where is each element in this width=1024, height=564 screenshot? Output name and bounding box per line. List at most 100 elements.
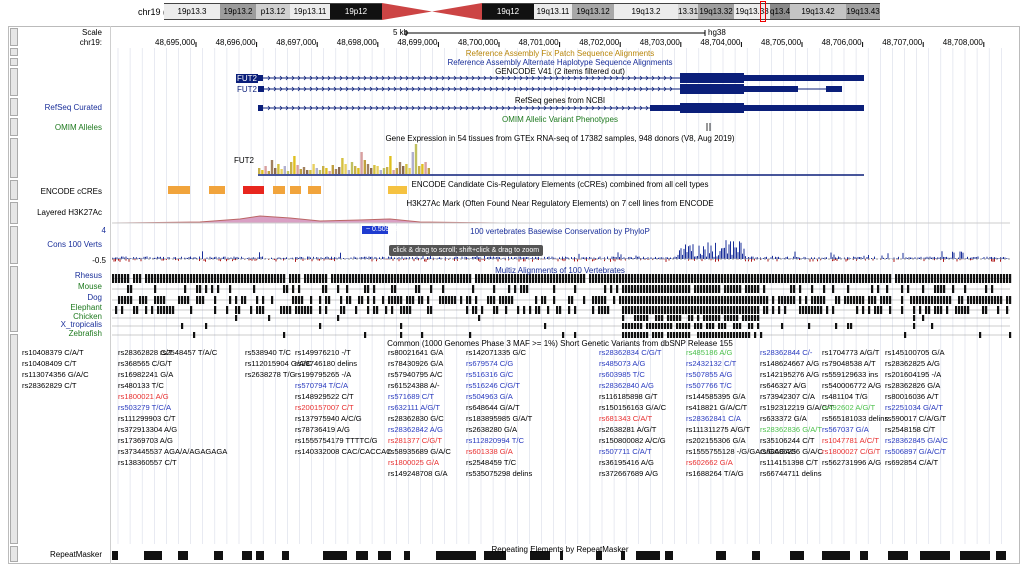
snp-label[interactable]: rs61524388 A/-	[388, 381, 440, 390]
snp-label[interactable]: rs28362826 G/A	[885, 381, 941, 390]
ideogram-band[interactable]: 19p13.2	[220, 3, 256, 20]
species-label[interactable]: Chicken	[73, 312, 102, 321]
ideogram-band[interactable]: q13.41	[770, 3, 790, 20]
snp-label[interactable]: rs16982241 G/A	[118, 370, 174, 379]
snp-label[interactable]: rs148929522 C/T	[295, 392, 354, 401]
snp-label[interactable]: rs116185898 G/T	[599, 392, 658, 401]
snp-label[interactable]: rs1704773 A/G/T	[822, 348, 880, 357]
snp-label[interactable]: rs1555755128 -/G/GAG/GAGAG	[686, 447, 797, 456]
snp-label[interactable]: rs507855 A/G	[686, 370, 733, 379]
snp-label[interactable]: rs492602 A/G/T	[822, 403, 876, 412]
snp-label[interactable]: rs150156163 G/A/C	[599, 403, 667, 412]
snp-label[interactable]: rs66744711 delins	[760, 469, 822, 478]
side-button-repeatmasker[interactable]	[10, 546, 18, 562]
species-label[interactable]: X_tropicalis	[60, 320, 102, 329]
snp-label[interactable]: rs28362830 G/C	[388, 414, 444, 423]
side-button-refseq[interactable]	[10, 98, 18, 116]
snp-label[interactable]: rs112820994 T/C	[466, 436, 524, 445]
snp-label[interactable]: rs28362829 C/T	[22, 381, 77, 390]
ideogram-band[interactable]: 19q13.42	[790, 3, 846, 20]
ideogram-band[interactable]: 19q13.2	[614, 3, 678, 20]
snp-label[interactable]: rs138360557 C/T	[118, 458, 177, 467]
snp-label[interactable]: rs1047781 A/C/T	[822, 436, 879, 445]
snp-label[interactable]: rs281377 C/G/T	[388, 436, 443, 445]
species-label[interactable]: Elephant	[70, 303, 102, 312]
snp-label[interactable]: rs481104 T/G	[822, 392, 868, 401]
snp-label[interactable]: rs1800025 G/A	[388, 458, 440, 467]
ideogram-band[interactable]: 19q13.12	[572, 3, 614, 20]
snp-label[interactable]: rs28362840 A/G	[599, 381, 654, 390]
side-button-gencode[interactable]	[10, 68, 18, 96]
snp-label[interactable]: rs202155306 G/A	[686, 436, 746, 445]
snp-label[interactable]: rs2548459 T/C	[466, 458, 517, 467]
snp-label[interactable]: rs28362825 A/G	[885, 359, 940, 368]
snp-label[interactable]: rs28362844 C/-	[760, 348, 813, 357]
snp-label[interactable]: rs142195276 A/G	[760, 370, 820, 379]
ideogram-band[interactable]: 19q13.43	[846, 3, 880, 20]
snp-label[interactable]: rs10408379 C/A/T	[22, 348, 84, 357]
snp-label[interactable]: rs111299903 C/T	[118, 414, 176, 423]
snp-label[interactable]: rs507766 T/C	[686, 381, 732, 390]
snp-label[interactable]: rs57940795 A/C	[388, 370, 443, 379]
cons-track-label[interactable]: Cons 100 Verts	[47, 240, 102, 249]
snp-label[interactable]: rs373445537 AGA/A/AGAGAGA	[118, 447, 228, 456]
snp-label[interactable]: rs2638278 T/G	[245, 370, 296, 379]
snp-label[interactable]: rs2638280 G/A	[466, 425, 518, 434]
snp-label[interactable]: rs199795265 -/A	[295, 370, 352, 379]
snp-label[interactable]: rs567037 G/A	[822, 425, 869, 434]
ideogram-band[interactable]: 19q13.33	[734, 3, 770, 20]
snp-label[interactable]: rs2548457 T/A/C	[160, 348, 218, 357]
snp-label[interactable]: rs60686256 G/A/C	[760, 447, 823, 456]
snp-label[interactable]: rs58935689 G/A/C	[388, 447, 451, 456]
snp-label[interactable]: rs73942307 C/A	[760, 392, 815, 401]
snp-label[interactable]: rs601338 G/A	[466, 447, 513, 456]
gencode-gene-label-2[interactable]: FUT2	[237, 85, 257, 94]
side-button-multiz[interactable]	[10, 266, 18, 332]
side-button-gtex[interactable]	[10, 138, 18, 178]
snp-label[interactable]: rs562731996 A/G	[822, 458, 882, 467]
snp-label[interactable]: rs565181033 delins	[822, 414, 889, 423]
snp-label[interactable]: rs183895985 G/A/T	[466, 414, 533, 423]
chromosome-ideogram[interactable]: chr19 (q13.33) 19p13.319p13.2p13.1219p13…	[0, 0, 1024, 26]
species-label[interactable]: Zebrafish	[68, 329, 102, 338]
snp-label[interactable]: rs535075298 delins	[466, 469, 533, 478]
omim-track-label[interactable]: OMIM Alleles	[54, 123, 102, 132]
snp-label[interactable]: rs28362836 G/A/T	[760, 425, 823, 434]
ideogram-band[interactable]: 19q12	[482, 3, 534, 20]
snp-label[interactable]: rs28746180 delins	[295, 359, 358, 368]
snp-label[interactable]: rs559129633 ins	[822, 370, 879, 379]
snp-label[interactable]: rs10408409 C/T	[22, 359, 77, 368]
snp-label[interactable]: rs1800021 A/G	[118, 392, 169, 401]
snp-label[interactable]: rs145100705 G/A	[885, 348, 945, 357]
snp-label[interactable]: rs1800027 C/G/T	[822, 447, 881, 456]
snp-label[interactable]: rs36195416 A/G	[599, 458, 654, 467]
side-button-encode[interactable]	[10, 180, 18, 200]
snp-label[interactable]: rs192312219 G/A/C/T	[760, 403, 834, 412]
snp-label[interactable]: rs35106244 C/T	[760, 436, 815, 445]
encode-track-label[interactable]: ENCODE cCREs	[40, 187, 102, 196]
ideogram-band[interactable]: 19q13.32	[698, 3, 734, 20]
snp-label[interactable]: rs540006772 A/G	[822, 381, 882, 390]
snp-label[interactable]: rs149248708 G/A	[388, 469, 448, 478]
snp-label[interactable]: rs113074356 G/A/C	[22, 370, 89, 379]
snp-label[interactable]: rs368565 C/G/T	[118, 359, 173, 368]
snp-label[interactable]: rs480133 T/C	[118, 381, 164, 390]
snp-label[interactable]: rs78430926 G/A	[388, 359, 444, 368]
snp-label[interactable]: rs111311275 A/G/T	[686, 425, 751, 434]
snp-label[interactable]: rs2638281 A/G/T	[599, 425, 657, 434]
snp-label[interactable]: rs140332008 CAC/CACCAC	[295, 447, 392, 456]
repeatmasker-track-label[interactable]: RepeatMasker	[49, 550, 102, 559]
snp-label[interactable]: rs538940 T/C	[245, 348, 291, 357]
side-button-cons[interactable]	[10, 226, 18, 264]
snp-label[interactable]: rs1688264 T/A/G	[686, 469, 744, 478]
snp-label[interactable]: rs1555754179 TTTTC/G	[295, 436, 378, 445]
ideogram-band[interactable]: p13.12	[256, 3, 290, 20]
snp-label[interactable]: rs2432132 C/T	[686, 359, 737, 368]
snp-label[interactable]: rs2548158 C/T	[885, 425, 936, 434]
snp-label[interactable]: rs144585395 G/A	[686, 392, 746, 401]
snp-label[interactable]: rs679574 C/G	[466, 359, 514, 368]
snp-label[interactable]: rs142071335 G/C	[466, 348, 526, 357]
snp-label[interactable]: rs28362841 C/A	[686, 414, 741, 423]
snp-label[interactable]: rs418821 G/A/C/T	[686, 403, 748, 412]
